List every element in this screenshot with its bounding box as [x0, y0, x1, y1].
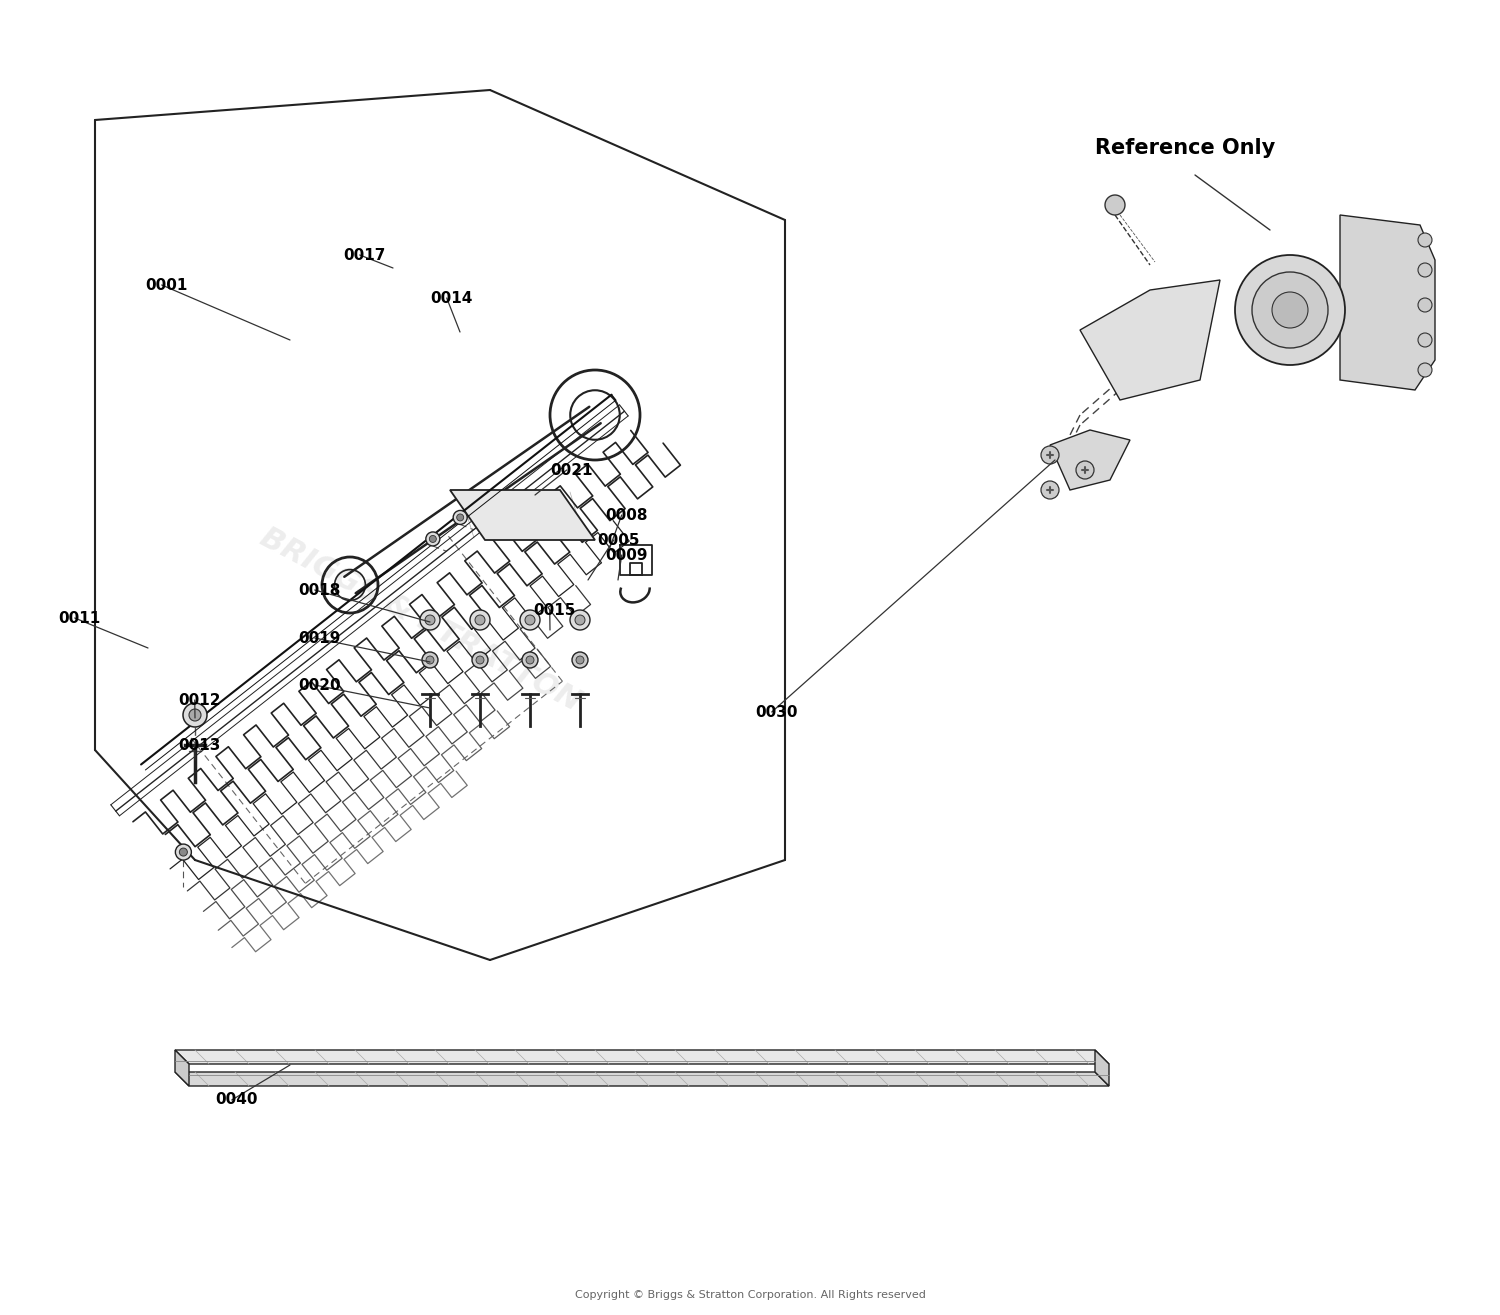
Text: 0021: 0021	[550, 463, 592, 477]
Text: Copyright © Briggs & Stratton Corporation. All Rights reserved: Copyright © Briggs & Stratton Corporatio…	[574, 1290, 926, 1301]
Circle shape	[1234, 255, 1346, 366]
Circle shape	[189, 709, 201, 721]
Text: 0040: 0040	[214, 1093, 258, 1107]
Circle shape	[176, 844, 192, 860]
Circle shape	[420, 610, 440, 630]
Circle shape	[424, 615, 435, 625]
Circle shape	[476, 615, 484, 625]
Text: 0017: 0017	[344, 247, 386, 263]
Text: 0013: 0013	[178, 738, 220, 752]
Polygon shape	[1080, 280, 1220, 400]
Text: 0005: 0005	[597, 533, 639, 547]
Circle shape	[1418, 263, 1432, 277]
Circle shape	[520, 610, 540, 630]
Circle shape	[422, 652, 438, 668]
Circle shape	[476, 656, 484, 664]
Circle shape	[426, 656, 433, 664]
Text: 0001: 0001	[146, 277, 188, 292]
Circle shape	[429, 535, 436, 543]
Circle shape	[1272, 292, 1308, 327]
Polygon shape	[450, 490, 596, 540]
Circle shape	[1418, 333, 1432, 347]
Circle shape	[456, 514, 464, 521]
Polygon shape	[176, 1049, 1108, 1064]
Circle shape	[526, 656, 534, 664]
Circle shape	[576, 656, 584, 664]
Circle shape	[1418, 233, 1432, 247]
Circle shape	[1076, 462, 1094, 479]
Circle shape	[183, 704, 207, 727]
Polygon shape	[1095, 1049, 1108, 1086]
Text: 0019: 0019	[298, 630, 340, 646]
Circle shape	[574, 615, 585, 625]
Circle shape	[426, 533, 439, 546]
Text: BRIGGS & STRATTON: BRIGGS & STRATTON	[255, 523, 585, 717]
Polygon shape	[176, 1072, 1108, 1086]
Circle shape	[1041, 446, 1059, 464]
Circle shape	[472, 652, 488, 668]
Circle shape	[522, 652, 538, 668]
Text: 0011: 0011	[58, 610, 100, 626]
Circle shape	[1252, 272, 1328, 348]
Text: 0014: 0014	[430, 291, 472, 305]
Circle shape	[572, 652, 588, 668]
Text: 0018: 0018	[298, 583, 340, 597]
Text: 0008: 0008	[604, 508, 648, 522]
Text: Reference Only: Reference Only	[1095, 138, 1275, 158]
Circle shape	[1106, 195, 1125, 214]
Text: 0015: 0015	[532, 602, 576, 618]
Circle shape	[453, 510, 466, 525]
Polygon shape	[176, 1049, 189, 1086]
Circle shape	[525, 615, 536, 625]
Text: 0009: 0009	[604, 547, 648, 563]
Circle shape	[1418, 363, 1432, 377]
Circle shape	[570, 610, 590, 630]
Text: 0020: 0020	[298, 677, 340, 693]
Circle shape	[470, 610, 490, 630]
Polygon shape	[1050, 430, 1130, 490]
Text: 0030: 0030	[754, 705, 798, 719]
Circle shape	[1041, 481, 1059, 498]
Text: 0012: 0012	[178, 693, 220, 707]
Circle shape	[180, 848, 188, 856]
Polygon shape	[1340, 214, 1436, 391]
Circle shape	[1418, 299, 1432, 312]
